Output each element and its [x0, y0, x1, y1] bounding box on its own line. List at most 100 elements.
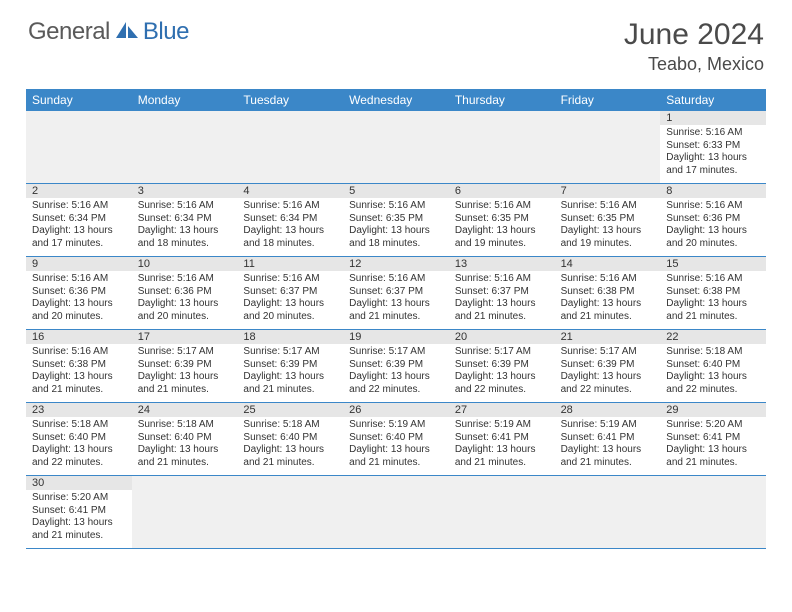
calendar-day-cell: 1Sunrise: 5:16 AMSunset: 6:33 PMDaylight…	[660, 111, 766, 183]
day-details: Sunrise: 5:16 AMSunset: 6:35 PMDaylight:…	[555, 198, 661, 254]
calendar-empty-cell	[555, 111, 661, 183]
day-details: Sunrise: 5:17 AMSunset: 6:39 PMDaylight:…	[343, 344, 449, 400]
weekday-label: Friday	[555, 89, 661, 111]
daylight-text: Daylight: 13 hours and 20 minutes.	[138, 298, 232, 323]
sunset-text: Sunset: 6:37 PM	[243, 286, 337, 299]
logo-sail-icon	[114, 20, 140, 45]
sunset-text: Sunset: 6:41 PM	[455, 432, 549, 445]
sunset-text: Sunset: 6:39 PM	[561, 359, 655, 372]
sunset-text: Sunset: 6:33 PM	[666, 140, 760, 153]
location: Teabo, Mexico	[624, 54, 764, 75]
sunset-text: Sunset: 6:35 PM	[455, 213, 549, 226]
sunset-text: Sunset: 6:36 PM	[138, 286, 232, 299]
day-number: 8	[660, 184, 766, 198]
calendar-day-cell: 8Sunrise: 5:16 AMSunset: 6:36 PMDaylight…	[660, 184, 766, 256]
daylight-text: Daylight: 13 hours and 21 minutes.	[349, 298, 443, 323]
daylight-text: Daylight: 13 hours and 22 minutes.	[561, 371, 655, 396]
sunrise-text: Sunrise: 5:20 AM	[32, 492, 126, 505]
calendar: SundayMondayTuesdayWednesdayThursdayFrid…	[26, 89, 766, 549]
calendar-day-cell: 23Sunrise: 5:18 AMSunset: 6:40 PMDayligh…	[26, 403, 132, 475]
daylight-text: Daylight: 13 hours and 21 minutes.	[561, 444, 655, 469]
day-number: 21	[555, 330, 661, 344]
calendar-day-cell: 20Sunrise: 5:17 AMSunset: 6:39 PMDayligh…	[449, 330, 555, 402]
title-block: June 2024 Teabo, Mexico	[624, 18, 764, 75]
day-details: Sunrise: 5:16 AMSunset: 6:36 PMDaylight:…	[660, 198, 766, 254]
calendar-day-cell: 21Sunrise: 5:17 AMSunset: 6:39 PMDayligh…	[555, 330, 661, 402]
sunrise-text: Sunrise: 5:16 AM	[138, 200, 232, 213]
calendar-empty-cell	[343, 476, 449, 548]
sunrise-text: Sunrise: 5:18 AM	[666, 346, 760, 359]
calendar-day-cell: 30Sunrise: 5:20 AMSunset: 6:41 PMDayligh…	[26, 476, 132, 548]
sunrise-text: Sunrise: 5:19 AM	[455, 419, 549, 432]
calendar-day-cell: 10Sunrise: 5:16 AMSunset: 6:36 PMDayligh…	[132, 257, 238, 329]
daylight-text: Daylight: 13 hours and 18 minutes.	[243, 225, 337, 250]
day-number: 15	[660, 257, 766, 271]
day-details: Sunrise: 5:16 AMSunset: 6:34 PMDaylight:…	[132, 198, 238, 254]
sunrise-text: Sunrise: 5:16 AM	[455, 273, 549, 286]
day-number: 30	[26, 476, 132, 490]
day-details: Sunrise: 5:19 AMSunset: 6:41 PMDaylight:…	[555, 417, 661, 473]
calendar-day-cell: 18Sunrise: 5:17 AMSunset: 6:39 PMDayligh…	[237, 330, 343, 402]
day-details: Sunrise: 5:16 AMSunset: 6:38 PMDaylight:…	[26, 344, 132, 400]
day-details: Sunrise: 5:20 AMSunset: 6:41 PMDaylight:…	[26, 490, 132, 546]
sunset-text: Sunset: 6:38 PM	[32, 359, 126, 372]
sunset-text: Sunset: 6:34 PM	[32, 213, 126, 226]
sunrise-text: Sunrise: 5:16 AM	[455, 200, 549, 213]
daylight-text: Daylight: 13 hours and 18 minutes.	[349, 225, 443, 250]
calendar-body: 1Sunrise: 5:16 AMSunset: 6:33 PMDaylight…	[26, 111, 766, 549]
daylight-text: Daylight: 13 hours and 21 minutes.	[138, 371, 232, 396]
day-details: Sunrise: 5:16 AMSunset: 6:34 PMDaylight:…	[237, 198, 343, 254]
sunset-text: Sunset: 6:40 PM	[349, 432, 443, 445]
calendar-day-cell: 3Sunrise: 5:16 AMSunset: 6:34 PMDaylight…	[132, 184, 238, 256]
calendar-empty-cell	[26, 111, 132, 183]
calendar-row: 16Sunrise: 5:16 AMSunset: 6:38 PMDayligh…	[26, 330, 766, 403]
calendar-day-cell: 16Sunrise: 5:16 AMSunset: 6:38 PMDayligh…	[26, 330, 132, 402]
daylight-text: Daylight: 13 hours and 21 minutes.	[666, 298, 760, 323]
calendar-day-cell: 4Sunrise: 5:16 AMSunset: 6:34 PMDaylight…	[237, 184, 343, 256]
day-number: 5	[343, 184, 449, 198]
day-number: 20	[449, 330, 555, 344]
month-title: June 2024	[624, 18, 764, 52]
weekday-label: Monday	[132, 89, 238, 111]
calendar-day-cell: 15Sunrise: 5:16 AMSunset: 6:38 PMDayligh…	[660, 257, 766, 329]
day-details: Sunrise: 5:18 AMSunset: 6:40 PMDaylight:…	[26, 417, 132, 473]
day-number: 4	[237, 184, 343, 198]
calendar-empty-cell	[237, 476, 343, 548]
sunrise-text: Sunrise: 5:16 AM	[666, 127, 760, 140]
calendar-day-cell: 11Sunrise: 5:16 AMSunset: 6:37 PMDayligh…	[237, 257, 343, 329]
calendar-row: 30Sunrise: 5:20 AMSunset: 6:41 PMDayligh…	[26, 476, 766, 549]
calendar-empty-cell	[343, 111, 449, 183]
calendar-empty-cell	[237, 111, 343, 183]
day-number: 19	[343, 330, 449, 344]
day-number: 11	[237, 257, 343, 271]
day-details: Sunrise: 5:16 AMSunset: 6:37 PMDaylight:…	[343, 271, 449, 327]
calendar-day-cell: 22Sunrise: 5:18 AMSunset: 6:40 PMDayligh…	[660, 330, 766, 402]
daylight-text: Daylight: 13 hours and 20 minutes.	[666, 225, 760, 250]
sunset-text: Sunset: 6:36 PM	[666, 213, 760, 226]
sunrise-text: Sunrise: 5:16 AM	[666, 200, 760, 213]
daylight-text: Daylight: 13 hours and 21 minutes.	[32, 517, 126, 542]
day-details: Sunrise: 5:20 AMSunset: 6:41 PMDaylight:…	[660, 417, 766, 473]
sunset-text: Sunset: 6:41 PM	[561, 432, 655, 445]
day-number: 16	[26, 330, 132, 344]
sunset-text: Sunset: 6:34 PM	[243, 213, 337, 226]
day-details: Sunrise: 5:18 AMSunset: 6:40 PMDaylight:…	[132, 417, 238, 473]
day-number: 22	[660, 330, 766, 344]
daylight-text: Daylight: 13 hours and 21 minutes.	[243, 444, 337, 469]
day-number: 12	[343, 257, 449, 271]
sunset-text: Sunset: 6:35 PM	[561, 213, 655, 226]
sunrise-text: Sunrise: 5:17 AM	[138, 346, 232, 359]
sunset-text: Sunset: 6:37 PM	[349, 286, 443, 299]
day-details: Sunrise: 5:16 AMSunset: 6:33 PMDaylight:…	[660, 125, 766, 181]
calendar-empty-cell	[660, 476, 766, 548]
sunset-text: Sunset: 6:34 PM	[138, 213, 232, 226]
calendar-day-cell: 6Sunrise: 5:16 AMSunset: 6:35 PMDaylight…	[449, 184, 555, 256]
daylight-text: Daylight: 13 hours and 20 minutes.	[243, 298, 337, 323]
weekday-label: Tuesday	[237, 89, 343, 111]
calendar-day-cell: 17Sunrise: 5:17 AMSunset: 6:39 PMDayligh…	[132, 330, 238, 402]
calendar-empty-cell	[132, 476, 238, 548]
logo-word-blue: Blue	[143, 18, 189, 46]
calendar-empty-cell	[555, 476, 661, 548]
day-number: 26	[343, 403, 449, 417]
day-details: Sunrise: 5:17 AMSunset: 6:39 PMDaylight:…	[555, 344, 661, 400]
